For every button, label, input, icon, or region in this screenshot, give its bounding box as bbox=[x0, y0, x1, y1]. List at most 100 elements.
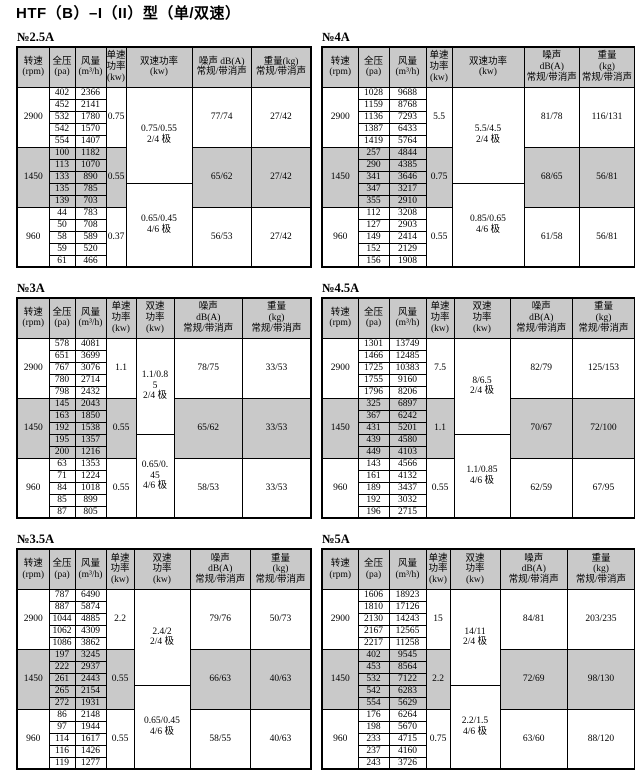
flow-cell: 3245 bbox=[74, 648, 107, 662]
flow-cell: 4132 bbox=[388, 469, 427, 483]
spec-table-block: №5A 转速 (rpm) 全压 (pa) 风量 (m³/h) 单速 功率 (kw) 双速 … bbox=[321, 533, 635, 771]
single-power-cell: 2.2 bbox=[105, 588, 135, 650]
column-header: 单速 功率 (kw) bbox=[105, 297, 137, 339]
table-row: 1466 12485 bbox=[322, 349, 635, 363]
pressure-cell: 290 bbox=[357, 158, 390, 172]
table-header: 转速 (rpm) 全压 (pa) 风量 (m³/h) 单速 功率 (kw) 双速功率 (… bbox=[321, 46, 635, 88]
column-header: 风量 (m³/h) bbox=[388, 548, 427, 590]
dual-power-cell: 0.65/0.45 4/6 极 bbox=[125, 182, 193, 268]
column-header: 双速 功率 (kw) bbox=[449, 548, 501, 590]
table-row: 452 2141 bbox=[17, 98, 311, 112]
dual-power-cell: 0.65/0. 45 4/6 极 bbox=[135, 433, 175, 519]
table-row: 1044 4885 bbox=[17, 612, 311, 626]
table-row: 58 589 bbox=[17, 230, 311, 244]
flow-cell: 1353 bbox=[74, 457, 107, 471]
weight-cell: 72/100 bbox=[572, 397, 635, 459]
table-row: 960 44 783 0.37 56/53 27/42 bbox=[16, 206, 312, 268]
noise-cell: 58/55 bbox=[189, 708, 251, 770]
pressure-cell: 532 bbox=[48, 110, 76, 124]
column-header: 噪声 dB(A) 常规/带消声 bbox=[499, 548, 568, 590]
noise-cell: 84/81 bbox=[499, 588, 568, 650]
table-row: 2900 1606 18923 15 14/11 2/4 极 84/81 203/235 bbox=[321, 588, 635, 686]
noise-cell: 56/53 bbox=[191, 206, 252, 268]
flow-cell: 1617 bbox=[74, 732, 107, 746]
pressure-cell: 192 bbox=[357, 493, 390, 507]
flow-cell: 2141 bbox=[74, 98, 107, 112]
column-header: 重量 (kg) 常规/带消声 bbox=[242, 297, 312, 339]
table-row: 265 2154 0.65/0.45 4/6 极 bbox=[17, 684, 311, 770]
flow-cell: 2714 bbox=[74, 373, 107, 387]
rpm-cell: 1450 bbox=[321, 146, 359, 208]
pressure-cell: 453 bbox=[357, 660, 390, 674]
flow-cell: 4885 bbox=[74, 612, 107, 626]
flow-cell: 3076 bbox=[74, 361, 107, 375]
flow-cell: 466 bbox=[74, 254, 107, 268]
pressure-cell: 2130 bbox=[357, 612, 390, 626]
rpm-cell: 1450 bbox=[321, 397, 359, 459]
pressure-cell: 1419 bbox=[357, 134, 390, 148]
pressure-cell: 532 bbox=[357, 672, 390, 686]
flow-cell: 3646 bbox=[388, 170, 427, 184]
weight-cell: 203/235 bbox=[567, 588, 635, 650]
single-power-cell: 0.75 bbox=[425, 708, 451, 770]
column-header: 单速 功率 (kw) bbox=[105, 46, 127, 88]
table-row: 341 3646 bbox=[322, 170, 635, 184]
single-power-cell: 5.5 bbox=[425, 86, 453, 148]
table-row: 1062 4309 bbox=[17, 624, 311, 638]
table-row: 139 703 bbox=[17, 194, 311, 208]
flow-cell: 11258 bbox=[388, 636, 427, 650]
weight-cell: 33/53 bbox=[242, 457, 312, 519]
pressure-cell: 554 bbox=[48, 134, 76, 148]
flow-cell: 1407 bbox=[74, 134, 107, 148]
pressure-cell: 156 bbox=[357, 254, 390, 268]
pressure-cell: 1062 bbox=[48, 624, 76, 638]
dual-power-cell: 0.85/0.65 4/6 极 bbox=[451, 182, 525, 268]
pressure-cell: 192 bbox=[48, 421, 76, 435]
column-header: 转速 (rpm) bbox=[321, 297, 359, 339]
spec-table-block: №3.5A 转速 (rpm) 全压 (pa) 风量 (m³/h) 单速 功率 (kw) 双… bbox=[16, 533, 312, 771]
table-header: 转速 (rpm) 全压 (pa) 风量 (m³/h) 单速 功率 (kw) 双速 功率 … bbox=[16, 297, 312, 339]
noise-cell: 66/63 bbox=[189, 648, 251, 710]
pressure-cell: 114 bbox=[48, 732, 76, 746]
pressure-cell: 85 bbox=[48, 493, 76, 507]
flow-cell: 8768 bbox=[388, 98, 427, 112]
table-row: 767 3076 bbox=[17, 361, 311, 375]
flow-cell: 899 bbox=[74, 493, 107, 507]
weight-cell: 33/53 bbox=[242, 397, 312, 459]
flow-cell: 2414 bbox=[388, 230, 427, 244]
flow-cell: 10383 bbox=[388, 361, 427, 375]
weight-cell: 67/95 bbox=[572, 457, 635, 519]
table-label: №4A bbox=[322, 30, 350, 44]
flow-cell: 2903 bbox=[388, 218, 427, 232]
pressure-cell: 452 bbox=[48, 98, 76, 112]
flow-cell: 4160 bbox=[388, 744, 427, 758]
spec-table: 转速 (rpm) 全压 (pa) 风量 (m³/h) 单速 功率 (kw) 双速 功率 … bbox=[321, 548, 635, 771]
pressure-cell: 542 bbox=[48, 122, 76, 136]
pressure-cell: 163 bbox=[48, 409, 76, 423]
flow-cell: 2443 bbox=[74, 672, 107, 686]
column-header: 风量 (m³/h) bbox=[74, 46, 107, 88]
pressure-cell: 257 bbox=[357, 146, 390, 160]
table-body: 2900 787 6490 2.2 2.4/2 2/4 极 79/76 50/73 887 58… bbox=[16, 588, 312, 770]
table-row: 156 1908 bbox=[322, 254, 635, 268]
flow-cell: 805 bbox=[74, 505, 107, 519]
pressure-cell: 798 bbox=[48, 385, 76, 399]
flow-cell: 2154 bbox=[74, 684, 107, 698]
pressure-cell: 651 bbox=[48, 349, 76, 363]
spec-table-block: №4.5A 转速 (rpm) 全压 (pa) 风量 (m³/h) 单速 功率 (kw) 双… bbox=[321, 282, 635, 520]
flow-cell: 1908 bbox=[388, 254, 427, 268]
flow-cell: 1070 bbox=[74, 158, 107, 172]
pressure-cell: 152 bbox=[357, 242, 390, 256]
table-row: 2900 787 6490 2.2 2.4/2 2/4 极 79/76 50/73 bbox=[16, 588, 312, 686]
dual-power-cell: 0.65/0.45 4/6 极 bbox=[133, 684, 191, 770]
table-row: 196 2715 bbox=[322, 505, 635, 519]
table-header: 转速 (rpm) 全压 (pa) 风量 (m³/h) 单速 功率 (kw) 双速功率 (… bbox=[16, 46, 312, 88]
pressure-cell: 1301 bbox=[357, 337, 390, 351]
spec-table: 转速 (rpm) 全压 (pa) 风量 (m³/h) 单速 功率 (kw) 双速功率 (… bbox=[321, 46, 635, 269]
pressure-cell: 1796 bbox=[357, 385, 390, 399]
column-header: 单速 功率 (kw) bbox=[425, 548, 451, 590]
flow-cell: 2366 bbox=[74, 86, 107, 100]
column-header: 重量(kg) 常规/带消声 bbox=[251, 46, 312, 88]
single-power-cell: 0.55 bbox=[105, 708, 135, 770]
flow-cell: 8206 bbox=[388, 385, 427, 399]
